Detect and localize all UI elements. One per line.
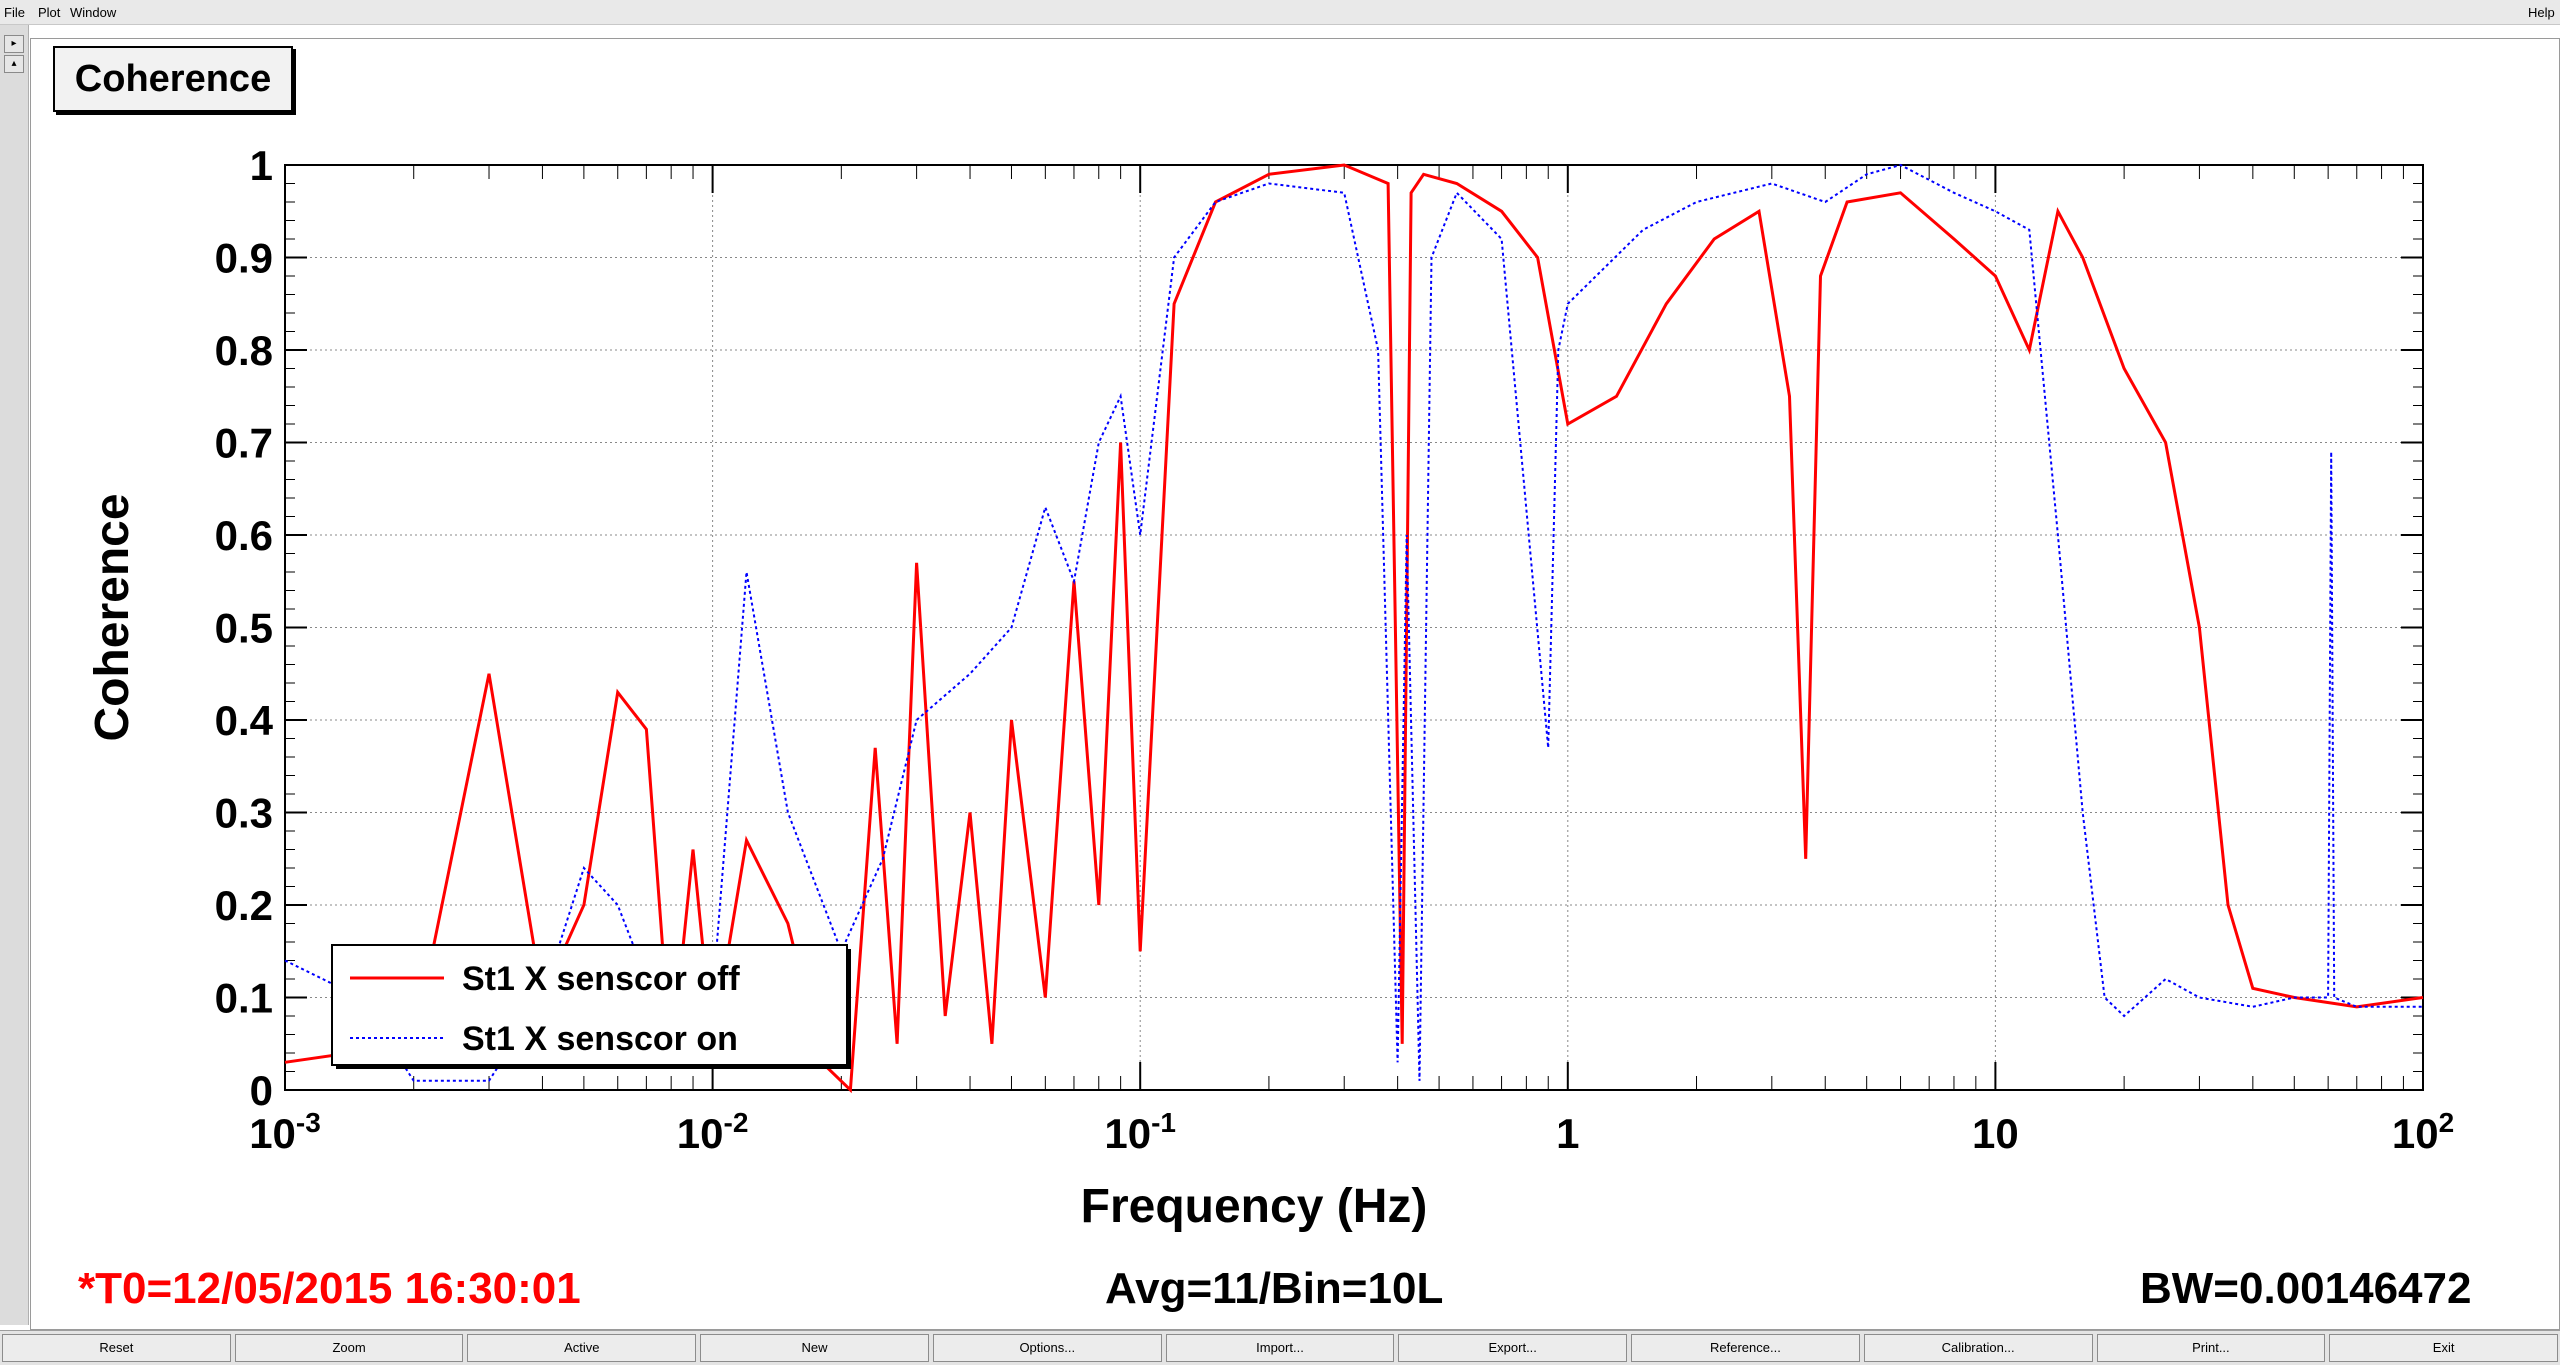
toolbar-options-button[interactable]: Options... <box>932 1334 1162 1362</box>
toolbar-print-button[interactable]: Print... <box>2096 1334 2326 1362</box>
y-tick-label: 0.2 <box>215 882 273 929</box>
y-tick-label: 0.6 <box>215 512 273 559</box>
y-tick-label: 1 <box>250 142 273 189</box>
y-tick-label: 0.3 <box>215 790 273 837</box>
y-axis-title: Coherence <box>86 493 139 741</box>
y-tick-label: 0.4 <box>215 697 274 744</box>
bottom-toolbar: Reset Zoom Active New Options... Import... Exp… <box>0 1330 2560 1365</box>
toolbar-export-button[interactable]: Export... <box>1398 1334 1628 1362</box>
y-tick-label: 0 <box>250 1067 273 1114</box>
menu-plot[interactable]: Plot <box>38 5 61 20</box>
menu-help[interactable]: Help <box>2528 5 2555 20</box>
menu-bar: File Plot Window Help <box>0 0 2560 25</box>
scroll-right-icon[interactable]: ▸ <box>4 35 24 53</box>
toolbar-reset-button[interactable]: Reset <box>2 1334 231 1362</box>
left-scroll-strip: ▸ ▴ <box>0 25 29 1325</box>
y-tick-label: 0.1 <box>215 975 273 1022</box>
plot-title-box: Coherence <box>53 46 293 112</box>
series-line-senscor-off <box>284 163 2424 1094</box>
x-tick-label: 10-3 <box>249 1107 321 1157</box>
x-tick-label: 10-1 <box>1104 1107 1176 1157</box>
toolbar-new-button[interactable]: New <box>700 1334 929 1362</box>
bandwidth-label: BW=0.00146472 <box>2140 1264 2472 1313</box>
x-axis-title: Frequency (Hz) <box>1081 1180 1428 1233</box>
x-tick-label: 1 <box>1556 1110 1579 1157</box>
t0-timestamp: *T0=12/05/2015 16:30:01 <box>78 1264 581 1313</box>
menu-file[interactable]: File <box>4 5 25 20</box>
toolbar-import-button[interactable]: Import... <box>1165 1334 1395 1362</box>
toolbar-calibration-button[interactable]: Calibration... <box>1863 1334 2093 1362</box>
x-tick-label: 10-2 <box>677 1107 749 1157</box>
toolbar-zoom-button[interactable]: Zoom <box>234 1334 464 1362</box>
toolbar-reference-button[interactable]: Reference... <box>1631 1334 1860 1362</box>
toolbar-exit-button[interactable]: Exit <box>2329 1334 2558 1362</box>
y-tick-label: 0.7 <box>215 420 273 467</box>
y-tick-label: 0.8 <box>215 327 273 374</box>
x-tick-label: 102 <box>2392 1107 2454 1157</box>
menu-window[interactable]: Window <box>70 5 117 20</box>
legend-label: St1 X senscor off <box>462 960 740 998</box>
toolbar-active-button[interactable]: Active <box>467 1334 697 1362</box>
coherence-chart: 0 0.1 0.2 0.3 0.4 0.5 0.6 0.7 0.8 0.9 1 10-3 10-2 10-… <box>86 142 2454 1233</box>
series-line-senscor-on <box>284 163 2423 1082</box>
scroll-up-icon[interactable]: ▴ <box>4 55 24 73</box>
y-tick-label: 0.9 <box>215 235 273 282</box>
y-tick-label: 0.5 <box>215 605 273 652</box>
legend-box <box>331 944 848 1066</box>
x-tick-label: 10 <box>1972 1110 2019 1157</box>
avg-bin-label: Avg=11/Bin=10L <box>1105 1264 1444 1313</box>
legend-label: St1 X senscor on <box>462 1020 738 1058</box>
